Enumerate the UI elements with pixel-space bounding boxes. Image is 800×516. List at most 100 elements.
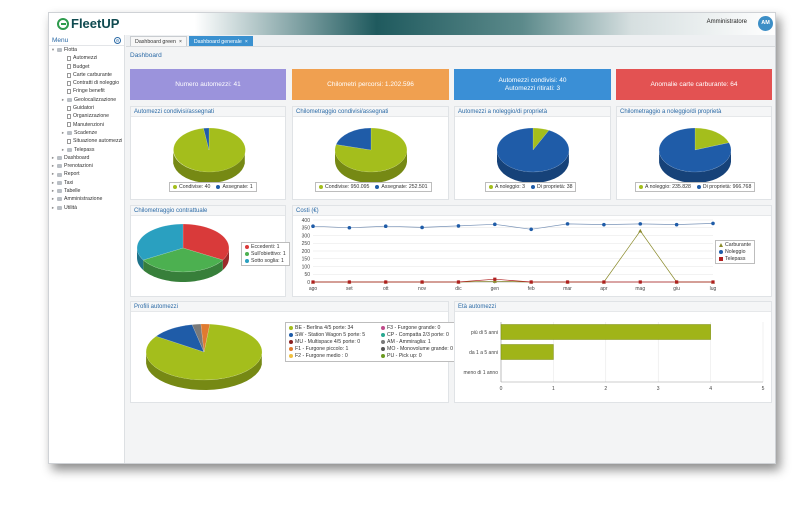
sidebar-item-tabelle[interactable]: ▸ Tabelle (49, 187, 124, 195)
user-name[interactable]: Amministratore (706, 19, 747, 25)
sidebar-item-dashboard[interactable]: ▸ Dashboard (49, 154, 124, 162)
sidebar-item-organizzazione[interactable]: Organizzazione (49, 112, 124, 120)
close-icon[interactable]: × (244, 39, 248, 45)
expand-icon[interactable]: ▸ (61, 146, 65, 152)
sidebar-item-situazione-automezzi[interactable]: Situazione automezzi (49, 137, 124, 145)
data-point-telepass[interactable] (420, 280, 424, 284)
pie-slice-be[interactable] (145, 323, 263, 381)
legend-item-profilo[interactable]: CP - Compatta 2/3 porte: 0 (381, 332, 467, 338)
legend-item-profilo[interactable]: SW - Station Wagon 5 porte: 5 (289, 332, 377, 338)
legend-item-profilo[interactable]: PU - Pick up: 0 (381, 353, 467, 359)
sidebar-item-prenotazioni[interactable]: ▸ Prenotazioni (49, 162, 124, 170)
sidebar-item-budget[interactable]: Budget (49, 63, 124, 71)
data-point-carburante[interactable] (638, 228, 643, 233)
data-point-noleggio[interactable] (456, 224, 461, 228)
pie-slice-sotto-soglia[interactable] (136, 223, 184, 261)
sidebar-item-scadenze[interactable]: ▸ Scadenze (49, 129, 124, 137)
legend-item-carburante[interactable]: Carburante (719, 242, 751, 248)
avatar[interactable]: AM (758, 16, 773, 31)
pie-slice-proprieta[interactable] (658, 127, 732, 173)
data-point-noleggio[interactable] (711, 221, 715, 226)
tab-dashboard-green[interactable]: Dashboard green × (130, 36, 187, 46)
legend-item-noleggio[interactable]: A noleggio: 235.828 (639, 184, 691, 190)
pie-slice-eccedenti[interactable] (182, 223, 230, 261)
sidebar-item-report[interactable]: ▸ Report (49, 170, 124, 178)
legend-item-condivise[interactable]: Condivise: 40 (173, 184, 210, 190)
legend-item-proprieta[interactable]: Di proprietà: 966.768 (696, 184, 751, 190)
data-point-telepass[interactable] (493, 277, 497, 281)
data-point-telepass[interactable] (565, 280, 570, 284)
pie-slice-sw[interactable] (155, 324, 205, 353)
expand-icon[interactable]: ▸ (61, 96, 65, 102)
sidebar-item-guidatori[interactable]: Guidatori (49, 104, 124, 112)
data-point-telepass[interactable] (456, 280, 461, 284)
legend-item-eccedenti[interactable]: Eccedenti: 1 (245, 244, 280, 250)
sidebar-item-telepass[interactable]: ▸ Telepass (49, 146, 124, 154)
data-point-carburante[interactable] (492, 279, 497, 283)
data-point-telepass[interactable] (347, 280, 351, 284)
sidebar-item-contratti-di-noleggio[interactable]: Contratti di noleggio (49, 79, 124, 87)
close-icon[interactable]: × (178, 39, 182, 45)
kpi-anomalie[interactable]: Anomalie carte carburante: 64 (616, 69, 772, 100)
bar-più-di-5-anni[interactable] (500, 324, 711, 340)
legend-item-noleggio[interactable]: Noleggio (719, 249, 745, 255)
tab-dashboard-generale[interactable]: Dashboard generale × (188, 36, 253, 46)
sidebar-item-automezzi[interactable]: Automezzi (49, 54, 124, 62)
sidebar-item-geolocalizzazione[interactable]: ▸ Geolocalizzazione (49, 96, 124, 104)
legend-item-assegnate[interactable]: Assegnate: 1 (216, 184, 253, 190)
data-point-telepass[interactable] (529, 280, 533, 284)
expand-icon[interactable]: ▸ (51, 171, 55, 177)
data-point-noleggio[interactable] (602, 222, 606, 227)
sidebar-item-taxi[interactable]: ▸ Taxi (49, 179, 124, 187)
pie-slice-proprieta[interactable] (496, 127, 570, 173)
legend-item-profilo[interactable]: F2 - Furgone medio : 0 (289, 353, 377, 359)
legend-item-profilo[interactable]: AM - Ammiraglia: 1 (381, 339, 467, 345)
data-point-telepass[interactable] (675, 280, 679, 284)
data-point-noleggio[interactable] (383, 224, 388, 228)
legend-item-sotto-soglia[interactable]: Sotto soglia: 1 (245, 258, 284, 264)
menu-settings-icon[interactable]: ⚙ (114, 36, 121, 44)
pie-slice-condivise[interactable] (173, 127, 246, 173)
pie-slice-assegnate[interactable] (335, 127, 372, 151)
sidebar-item-manutenzioni[interactable]: Manutenzioni (49, 121, 124, 129)
sidebar-item-fringe-benefit[interactable]: Fringe benefit (49, 87, 124, 95)
data-point-telepass[interactable] (711, 280, 715, 284)
legend-item-profilo[interactable]: MU - Multispace 4/5 porte: 0 (289, 339, 377, 345)
kpi-numero-automezzi[interactable]: Numero automezzi: 41 (130, 69, 286, 100)
legend-item-profilo[interactable]: MO - Monovolume grande: 0 (381, 346, 467, 352)
legend-item-assegnate[interactable]: Assegnate: 252.501 (375, 184, 428, 190)
expand-icon[interactable]: ▸ (51, 196, 55, 202)
kpi-automezzi-condivisi[interactable]: Automezzi condivisi: 40 Automezzi ritira… (454, 69, 611, 100)
legend-item-proprieta[interactable]: Di proprietà: 38 (531, 184, 572, 190)
data-point-telepass[interactable] (311, 280, 315, 284)
sidebar-item-flotta[interactable]: ▾ Flotta (49, 46, 124, 54)
legend-item-profilo[interactable]: BE - Berlina 4/5 porte: 34 (289, 325, 377, 331)
expand-icon[interactable]: ▸ (61, 129, 65, 135)
data-point-noleggio[interactable] (529, 227, 533, 232)
data-point-telepass[interactable] (602, 280, 606, 284)
legend-item-profilo[interactable]: F3 - Furgone grande: 0 (381, 325, 467, 331)
data-point-noleggio[interactable] (674, 222, 679, 227)
data-point-telepass[interactable] (638, 280, 642, 284)
bar-da-1-a-5-anni[interactable] (500, 344, 554, 360)
expand-icon[interactable]: ▸ (51, 154, 55, 160)
data-point-noleggio[interactable] (420, 225, 424, 230)
legend-item-condivise[interactable]: Condivise: 950.095 (319, 184, 369, 190)
data-point-telepass[interactable] (384, 280, 388, 284)
sidebar-item-carte-carburante[interactable]: Carte carburante (49, 71, 124, 79)
legend-item-noleggio[interactable]: A noleggio: 3 (489, 184, 525, 190)
pie-slice-f1[interactable] (200, 323, 211, 353)
kpi-chilometri[interactable]: Chilometri percorsi: 1.202.596 (292, 69, 449, 100)
expand-icon[interactable]: ▸ (51, 188, 55, 194)
data-point-noleggio[interactable] (638, 222, 643, 226)
expand-icon[interactable]: ▾ (51, 47, 55, 52)
legend-item-obiettivo[interactable]: Sull'obiettivo: 1 (245, 251, 286, 257)
logo[interactable]: FleetUP (57, 16, 119, 31)
expand-icon[interactable]: ▸ (51, 179, 55, 185)
sidebar-item-utilit-[interactable]: ▸ Utilità (49, 204, 124, 212)
pie-slice-noleggio[interactable] (694, 127, 730, 151)
pie-slice-assegnate[interactable] (203, 127, 210, 151)
expand-icon[interactable]: ▸ (51, 163, 55, 169)
sidebar-item-amministrazione[interactable]: ▸ Amministrazione (49, 195, 124, 203)
pie-slice-noleggio[interactable] (532, 127, 550, 151)
